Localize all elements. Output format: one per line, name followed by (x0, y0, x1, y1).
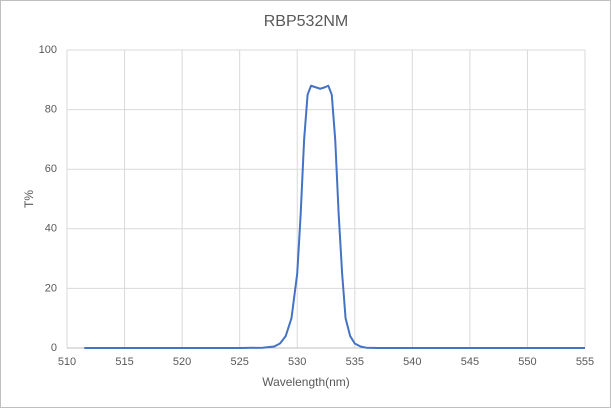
y-tick-label: 40 (45, 223, 57, 235)
x-axis-label: Wavelength(nm) (262, 375, 350, 389)
x-tick-label: 540 (403, 356, 421, 368)
x-tick-label: 550 (518, 356, 536, 368)
data-line (84, 84, 585, 349)
x-tick-label: 545 (461, 356, 479, 368)
y-tick-label: 60 (45, 163, 57, 175)
y-axis-label: T% (22, 190, 36, 208)
chart-title: RBP532NM (264, 13, 348, 30)
y-tick-label: 20 (45, 282, 57, 294)
x-tick-label: 510 (58, 356, 76, 368)
x-tick-label: 520 (173, 356, 191, 368)
x-tick-label: 530 (288, 356, 306, 368)
x-tick-label: 535 (346, 356, 364, 368)
y-tick-label: 0 (51, 342, 57, 354)
x-tick-label: 515 (115, 356, 133, 368)
x-tick-label: 525 (230, 356, 248, 368)
y-tick-label: 80 (45, 104, 57, 116)
x-tick-label: 555 (576, 356, 594, 368)
y-tick-label: 100 (39, 44, 57, 56)
